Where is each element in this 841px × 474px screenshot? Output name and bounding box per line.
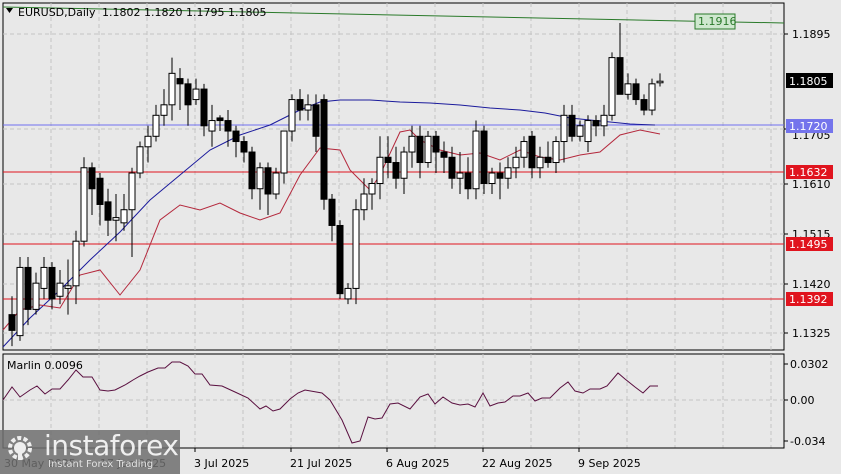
current-price-tag <box>786 73 833 88</box>
svg-text:22 Aug 2025: 22 Aug 2025 <box>482 457 552 470</box>
svg-text:3 Jul 2025: 3 Jul 2025 <box>194 457 249 470</box>
svg-text:1.1895: 1.1895 <box>792 28 831 41</box>
svg-text:1.1392: 1.1392 <box>789 293 828 306</box>
svg-text:0.00: 0.00 <box>790 394 815 407</box>
svg-text:0.0302: 0.0302 <box>790 358 829 371</box>
symbol-label: EURUSD,Daily <box>18 6 96 19</box>
gear-logo-icon <box>8 436 32 460</box>
watermark-tagline: Instant Forex Trading <box>48 459 154 470</box>
svg-text:6 Aug 2025: 6 Aug 2025 <box>386 457 449 470</box>
svg-text:1.1610: 1.1610 <box>792 178 831 191</box>
ohlc-values: 1.1802 1.1820 1.1795 1.1805 <box>102 6 266 19</box>
indicator-label: Marlin 0.0096 <box>7 359 83 372</box>
svg-text:1.1632: 1.1632 <box>789 166 828 179</box>
svg-text:1.1325: 1.1325 <box>792 327 831 340</box>
svg-text:1.1720: 1.1720 <box>789 120 828 133</box>
red-level-tag-1 <box>786 165 833 179</box>
svg-text:1.1495: 1.1495 <box>789 238 828 251</box>
watermark-brand: instaforex <box>44 429 179 462</box>
green-trendline[interactable] <box>2 6 785 24</box>
candlesticks <box>8 22 664 347</box>
red-level-tag-3 <box>786 292 833 306</box>
blue-level-tag <box>786 119 833 133</box>
collapse-triangle-icon[interactable] <box>6 8 13 13</box>
green-level-tag <box>694 13 736 30</box>
svg-text:1.1420: 1.1420 <box>792 278 831 291</box>
instaforex-watermark: instaforex Instant Forex Trading <box>0 429 180 474</box>
red-level-tag-2 <box>786 237 833 251</box>
svg-text:21 Jul 2025: 21 Jul 2025 <box>290 457 352 470</box>
svg-text:-0.034: -0.034 <box>790 435 825 448</box>
blue-moving-average <box>2 99 656 348</box>
svg-text:9 Sep 2025: 9 Sep 2025 <box>578 457 641 470</box>
indicator-axis: 0.0302 0.00 -0.034 <box>784 358 829 448</box>
svg-text:1.1805: 1.1805 <box>789 75 828 88</box>
svg-text:1.1916: 1.1916 <box>698 15 737 28</box>
marlin-oscillator-line <box>2 361 658 444</box>
